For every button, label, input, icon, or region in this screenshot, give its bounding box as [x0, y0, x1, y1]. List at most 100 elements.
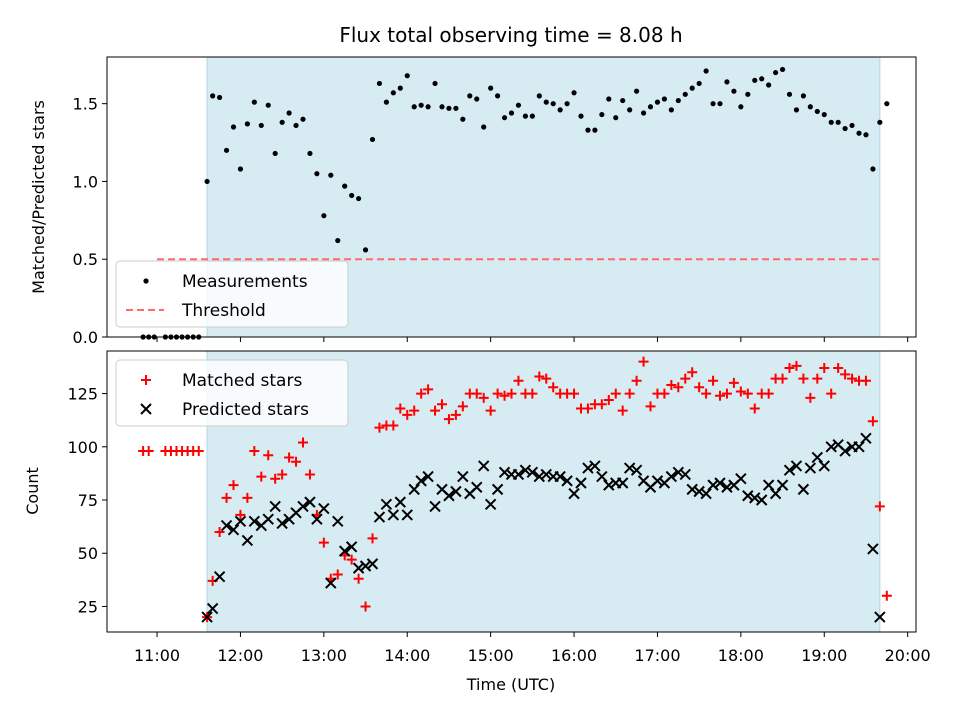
matched-stars-point [833, 363, 844, 374]
matched-stars-point [471, 388, 482, 399]
matched-stars-point [687, 367, 698, 378]
matched-stars-point [728, 377, 739, 388]
matched-stars-point [624, 388, 635, 399]
y-tick-label: 125 [67, 385, 98, 404]
matched-stars-point [193, 446, 204, 457]
measurement-point [494, 93, 501, 99]
matched-stars-point [673, 382, 684, 393]
matched-stars-point [416, 388, 427, 399]
predicted-stars-point [457, 470, 469, 483]
measurement-point [717, 101, 723, 107]
predicted-stars-point [366, 558, 379, 570]
matched-stars-point [256, 471, 267, 482]
matched-stars-point [492, 388, 503, 399]
measurement-point [613, 115, 619, 121]
predicted-stars-point [241, 534, 254, 547]
predicted-stars-point [874, 611, 886, 623]
matched-stars-point [749, 403, 760, 414]
predicted-stars-point [589, 460, 601, 472]
measurement-point [571, 90, 577, 96]
measurement-point [251, 99, 257, 105]
measurement-point [703, 68, 709, 74]
predicted-stars-point [825, 441, 837, 453]
measurement-point [773, 69, 779, 76]
measurement-point [821, 111, 827, 118]
predicted-stars-point [790, 460, 803, 472]
measurement-point [766, 82, 772, 88]
axes-frame [106, 56, 917, 338]
measurement-point [807, 104, 813, 110]
y-tick-label: 50 [78, 544, 98, 563]
measurement-point [536, 93, 542, 99]
measurement-point [453, 105, 459, 111]
matched-stars-point [867, 416, 878, 427]
matched-stars-point [284, 452, 295, 463]
legend-box [115, 260, 349, 328]
predicted-stars-point [297, 500, 309, 513]
predicted-stars-point [533, 470, 546, 483]
measurement-point [397, 85, 403, 91]
matched-stars-point [409, 405, 420, 416]
matched-stars-point [840, 369, 851, 380]
measurement-point [870, 166, 876, 172]
matched-stars-point [221, 492, 232, 503]
predicted-stars-point [311, 513, 323, 525]
bottom-panel: 25 50 75 100 125 11:00 12:00 13:00 14:00 15:00 16:… [67, 350, 931, 665]
measurement-point [425, 104, 431, 110]
matched-stars-point [874, 501, 885, 512]
matched-stars-point [513, 375, 524, 386]
matched-stars-point [277, 469, 288, 480]
matched-stars-point [450, 409, 461, 420]
predicted-stars-point [651, 475, 664, 487]
measurement-point [710, 101, 716, 107]
measurement-point [328, 172, 334, 178]
measurement-point [606, 96, 612, 102]
predicted-stars-point [325, 577, 337, 589]
predicted-stars-point [401, 509, 413, 521]
legend-item-matched-stars: Matched stars [141, 371, 302, 391]
predicted-stars-point [860, 432, 872, 444]
matched-stars-point [548, 382, 559, 393]
matched-stars-point [631, 375, 642, 386]
matched-stars-point [304, 469, 315, 480]
legend-item-measurements: Measurements [143, 272, 308, 292]
measurement-point [223, 147, 230, 153]
matched-stars-point [791, 360, 802, 371]
predicted-stars-point [512, 468, 525, 481]
measurement-point [265, 102, 271, 108]
measurement-point [585, 127, 591, 133]
matched-stars-point [346, 554, 357, 565]
predicted-stars-point [568, 487, 580, 500]
matched-stars-point [784, 363, 795, 374]
predicted-stars-point [262, 513, 274, 525]
predicted-stars-point [693, 485, 705, 498]
matched-stars-point [443, 414, 454, 425]
predicted-stars-point [616, 477, 629, 489]
matched-stars-point [402, 409, 413, 420]
predicted-stars-point [269, 500, 281, 513]
matched-stars-point [645, 401, 656, 412]
matched-stars-point [332, 569, 343, 580]
measurement-point [800, 93, 807, 99]
predicted-stars-point [248, 515, 261, 528]
predicted-stars-point [818, 460, 830, 472]
matched-stars-point [582, 403, 593, 414]
matched-stars-point [659, 388, 670, 399]
measurement-point [216, 94, 223, 101]
measurement-point [759, 76, 765, 82]
y-tick-label: 100 [67, 438, 98, 457]
predicted-stars-point [415, 475, 427, 487]
predicted-stars-point [735, 473, 747, 485]
predicted-stars-point [755, 494, 768, 506]
matched-stars-point [708, 375, 719, 386]
y-tick-label: 1.5 [73, 95, 98, 114]
measurement-point [647, 104, 654, 110]
predicted-stars-point [686, 483, 698, 496]
predicted-stars-point [526, 466, 539, 479]
measurement-point [745, 91, 751, 97]
predicted-stars-point [700, 487, 712, 500]
measurement-point [634, 88, 640, 94]
matched-stars-point [860, 375, 871, 386]
measurement-point [620, 97, 626, 104]
measurement-point [689, 85, 695, 91]
